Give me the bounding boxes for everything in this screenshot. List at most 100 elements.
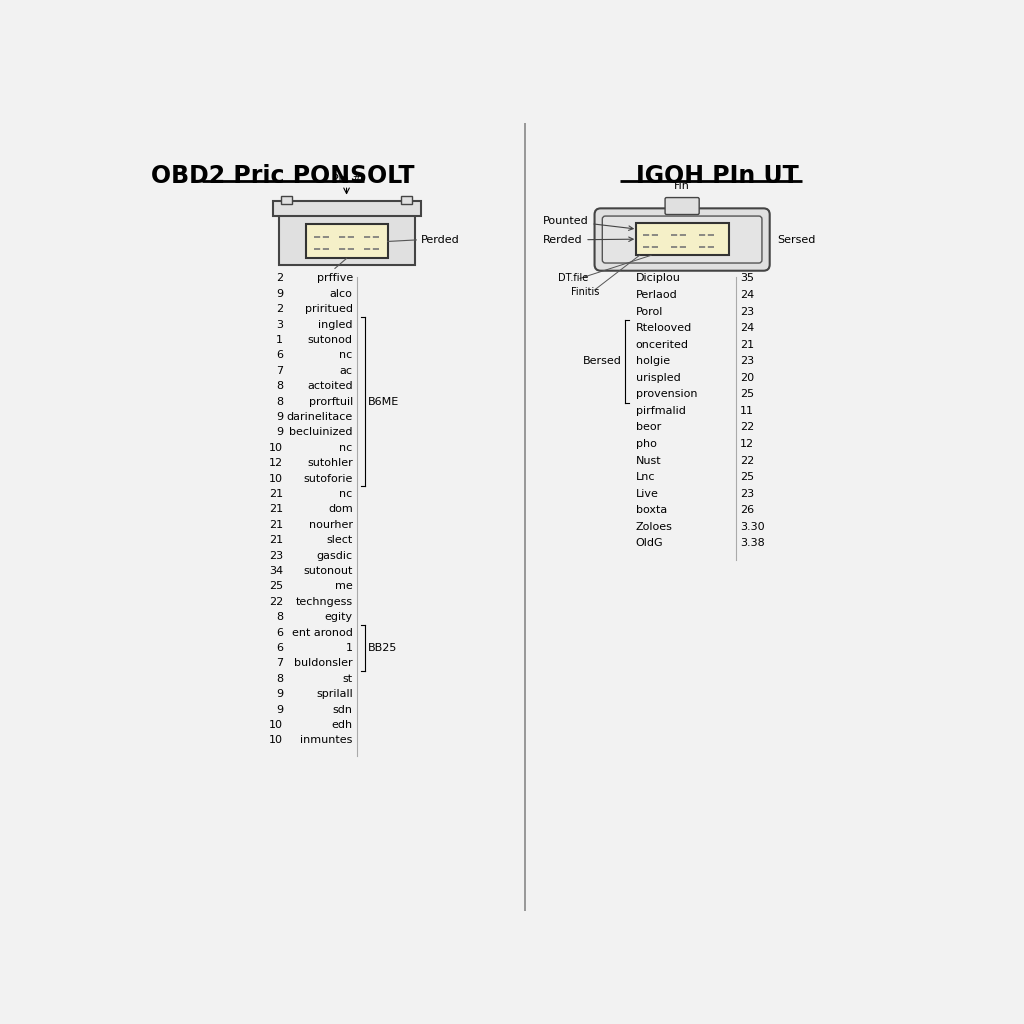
Text: boxta: boxta <box>636 505 667 515</box>
Text: Zoloes: Zoloes <box>636 522 673 531</box>
FancyBboxPatch shape <box>665 198 699 214</box>
Text: st: st <box>343 674 352 684</box>
Text: 10: 10 <box>269 735 283 745</box>
Bar <box>281 196 292 204</box>
FancyBboxPatch shape <box>595 208 770 270</box>
Text: provension: provension <box>636 389 697 399</box>
FancyBboxPatch shape <box>602 216 762 263</box>
Text: Porol: Porol <box>636 306 663 316</box>
Text: 6: 6 <box>276 350 283 360</box>
Text: becluinized: becluinized <box>289 427 352 437</box>
Text: beor: beor <box>636 423 660 432</box>
Text: 8: 8 <box>275 612 283 623</box>
Text: egity: egity <box>325 612 352 623</box>
Text: inmuntes: inmuntes <box>300 735 352 745</box>
Text: nc: nc <box>340 442 352 453</box>
Text: 25: 25 <box>740 389 755 399</box>
Bar <box>273 201 421 216</box>
Text: B6ME: B6ME <box>369 396 399 407</box>
Text: alco: alco <box>330 289 352 299</box>
Text: 6: 6 <box>276 643 283 653</box>
Text: 3.38: 3.38 <box>740 539 765 548</box>
Text: ac: ac <box>340 366 352 376</box>
Text: 22: 22 <box>268 597 283 607</box>
Text: sprilall: sprilall <box>316 689 352 699</box>
Text: Live: Live <box>636 488 658 499</box>
Text: 25: 25 <box>740 472 755 482</box>
Text: urispled: urispled <box>636 373 680 383</box>
Text: 26: 26 <box>740 505 755 515</box>
Text: OBD2 Pric PONSOLT: OBD2 Pric PONSOLT <box>152 165 415 188</box>
Text: Sersed: Sersed <box>777 234 816 245</box>
Text: holgie: holgie <box>636 356 670 367</box>
Text: 8: 8 <box>275 674 283 684</box>
Text: 9: 9 <box>275 705 283 715</box>
Text: 21: 21 <box>269 536 283 545</box>
Text: 24: 24 <box>740 290 755 300</box>
Text: 9: 9 <box>275 289 283 299</box>
Text: prffive: prffive <box>316 273 352 284</box>
Text: oncerited: oncerited <box>636 340 688 349</box>
Text: Perded: Perded <box>421 234 460 245</box>
Text: slect: slect <box>327 536 352 545</box>
Text: nc: nc <box>340 489 352 499</box>
Text: prorftuil: prorftuil <box>308 396 352 407</box>
Text: Pin #: Pin # <box>332 174 361 183</box>
Text: 3.30: 3.30 <box>740 522 765 531</box>
Text: 24: 24 <box>740 324 755 333</box>
Text: priritued: priritued <box>305 304 352 314</box>
Text: sutoforie: sutoforie <box>303 474 352 483</box>
Text: nourher: nourher <box>309 520 352 529</box>
Text: ent aronod: ent aronod <box>292 628 352 638</box>
Bar <box>400 196 412 204</box>
Text: pirfmalid: pirfmalid <box>636 406 685 416</box>
Text: nc: nc <box>340 350 352 360</box>
Text: sdn: sdn <box>333 705 352 715</box>
Text: 23: 23 <box>740 306 755 316</box>
Text: BB25: BB25 <box>369 643 397 653</box>
Text: 7: 7 <box>275 658 283 669</box>
Text: buldonsler: buldonsler <box>294 658 352 669</box>
Text: 22: 22 <box>740 423 755 432</box>
Text: 20: 20 <box>740 373 755 383</box>
Text: Diciplou: Diciplou <box>636 273 681 284</box>
Text: dom: dom <box>328 505 352 514</box>
Text: 10: 10 <box>269 442 283 453</box>
Text: me: me <box>335 582 352 592</box>
Text: 1: 1 <box>276 335 283 345</box>
Text: darinelitace: darinelitace <box>287 412 352 422</box>
Text: 23: 23 <box>740 488 755 499</box>
Text: 25: 25 <box>269 582 283 592</box>
Text: 23: 23 <box>740 356 755 367</box>
Text: sutonout: sutonout <box>303 566 352 577</box>
Text: pho: pho <box>636 439 656 449</box>
Text: 9: 9 <box>275 427 283 437</box>
Text: 10: 10 <box>269 474 283 483</box>
Text: 1: 1 <box>346 643 352 653</box>
Text: 21: 21 <box>269 520 283 529</box>
Text: Fin: Fin <box>674 181 690 191</box>
Text: Perlaod: Perlaod <box>636 290 677 300</box>
Text: IGOH PIn UT: IGOH PIn UT <box>636 165 799 188</box>
Text: Lnc: Lnc <box>636 472 655 482</box>
Text: 12: 12 <box>740 439 755 449</box>
Text: 9: 9 <box>275 412 283 422</box>
Text: Pounted: Pounted <box>543 216 633 230</box>
Bar <box>636 223 729 255</box>
Text: Rerded: Rerded <box>543 234 633 245</box>
Text: 22: 22 <box>740 456 755 466</box>
Text: 6: 6 <box>276 628 283 638</box>
Text: Nust: Nust <box>636 456 662 466</box>
Text: Finitis: Finitis <box>571 287 599 297</box>
Text: sutohler: sutohler <box>307 458 352 468</box>
Text: 2: 2 <box>275 304 283 314</box>
Text: 12: 12 <box>269 458 283 468</box>
Text: sutonod: sutonod <box>308 335 352 345</box>
Text: 10: 10 <box>269 720 283 730</box>
Text: 34: 34 <box>269 566 283 577</box>
Bar <box>280 214 415 264</box>
Text: ingled: ingled <box>318 319 352 330</box>
Text: 7: 7 <box>275 366 283 376</box>
Text: edh: edh <box>332 720 352 730</box>
Text: Rtelooved: Rtelooved <box>636 324 692 333</box>
